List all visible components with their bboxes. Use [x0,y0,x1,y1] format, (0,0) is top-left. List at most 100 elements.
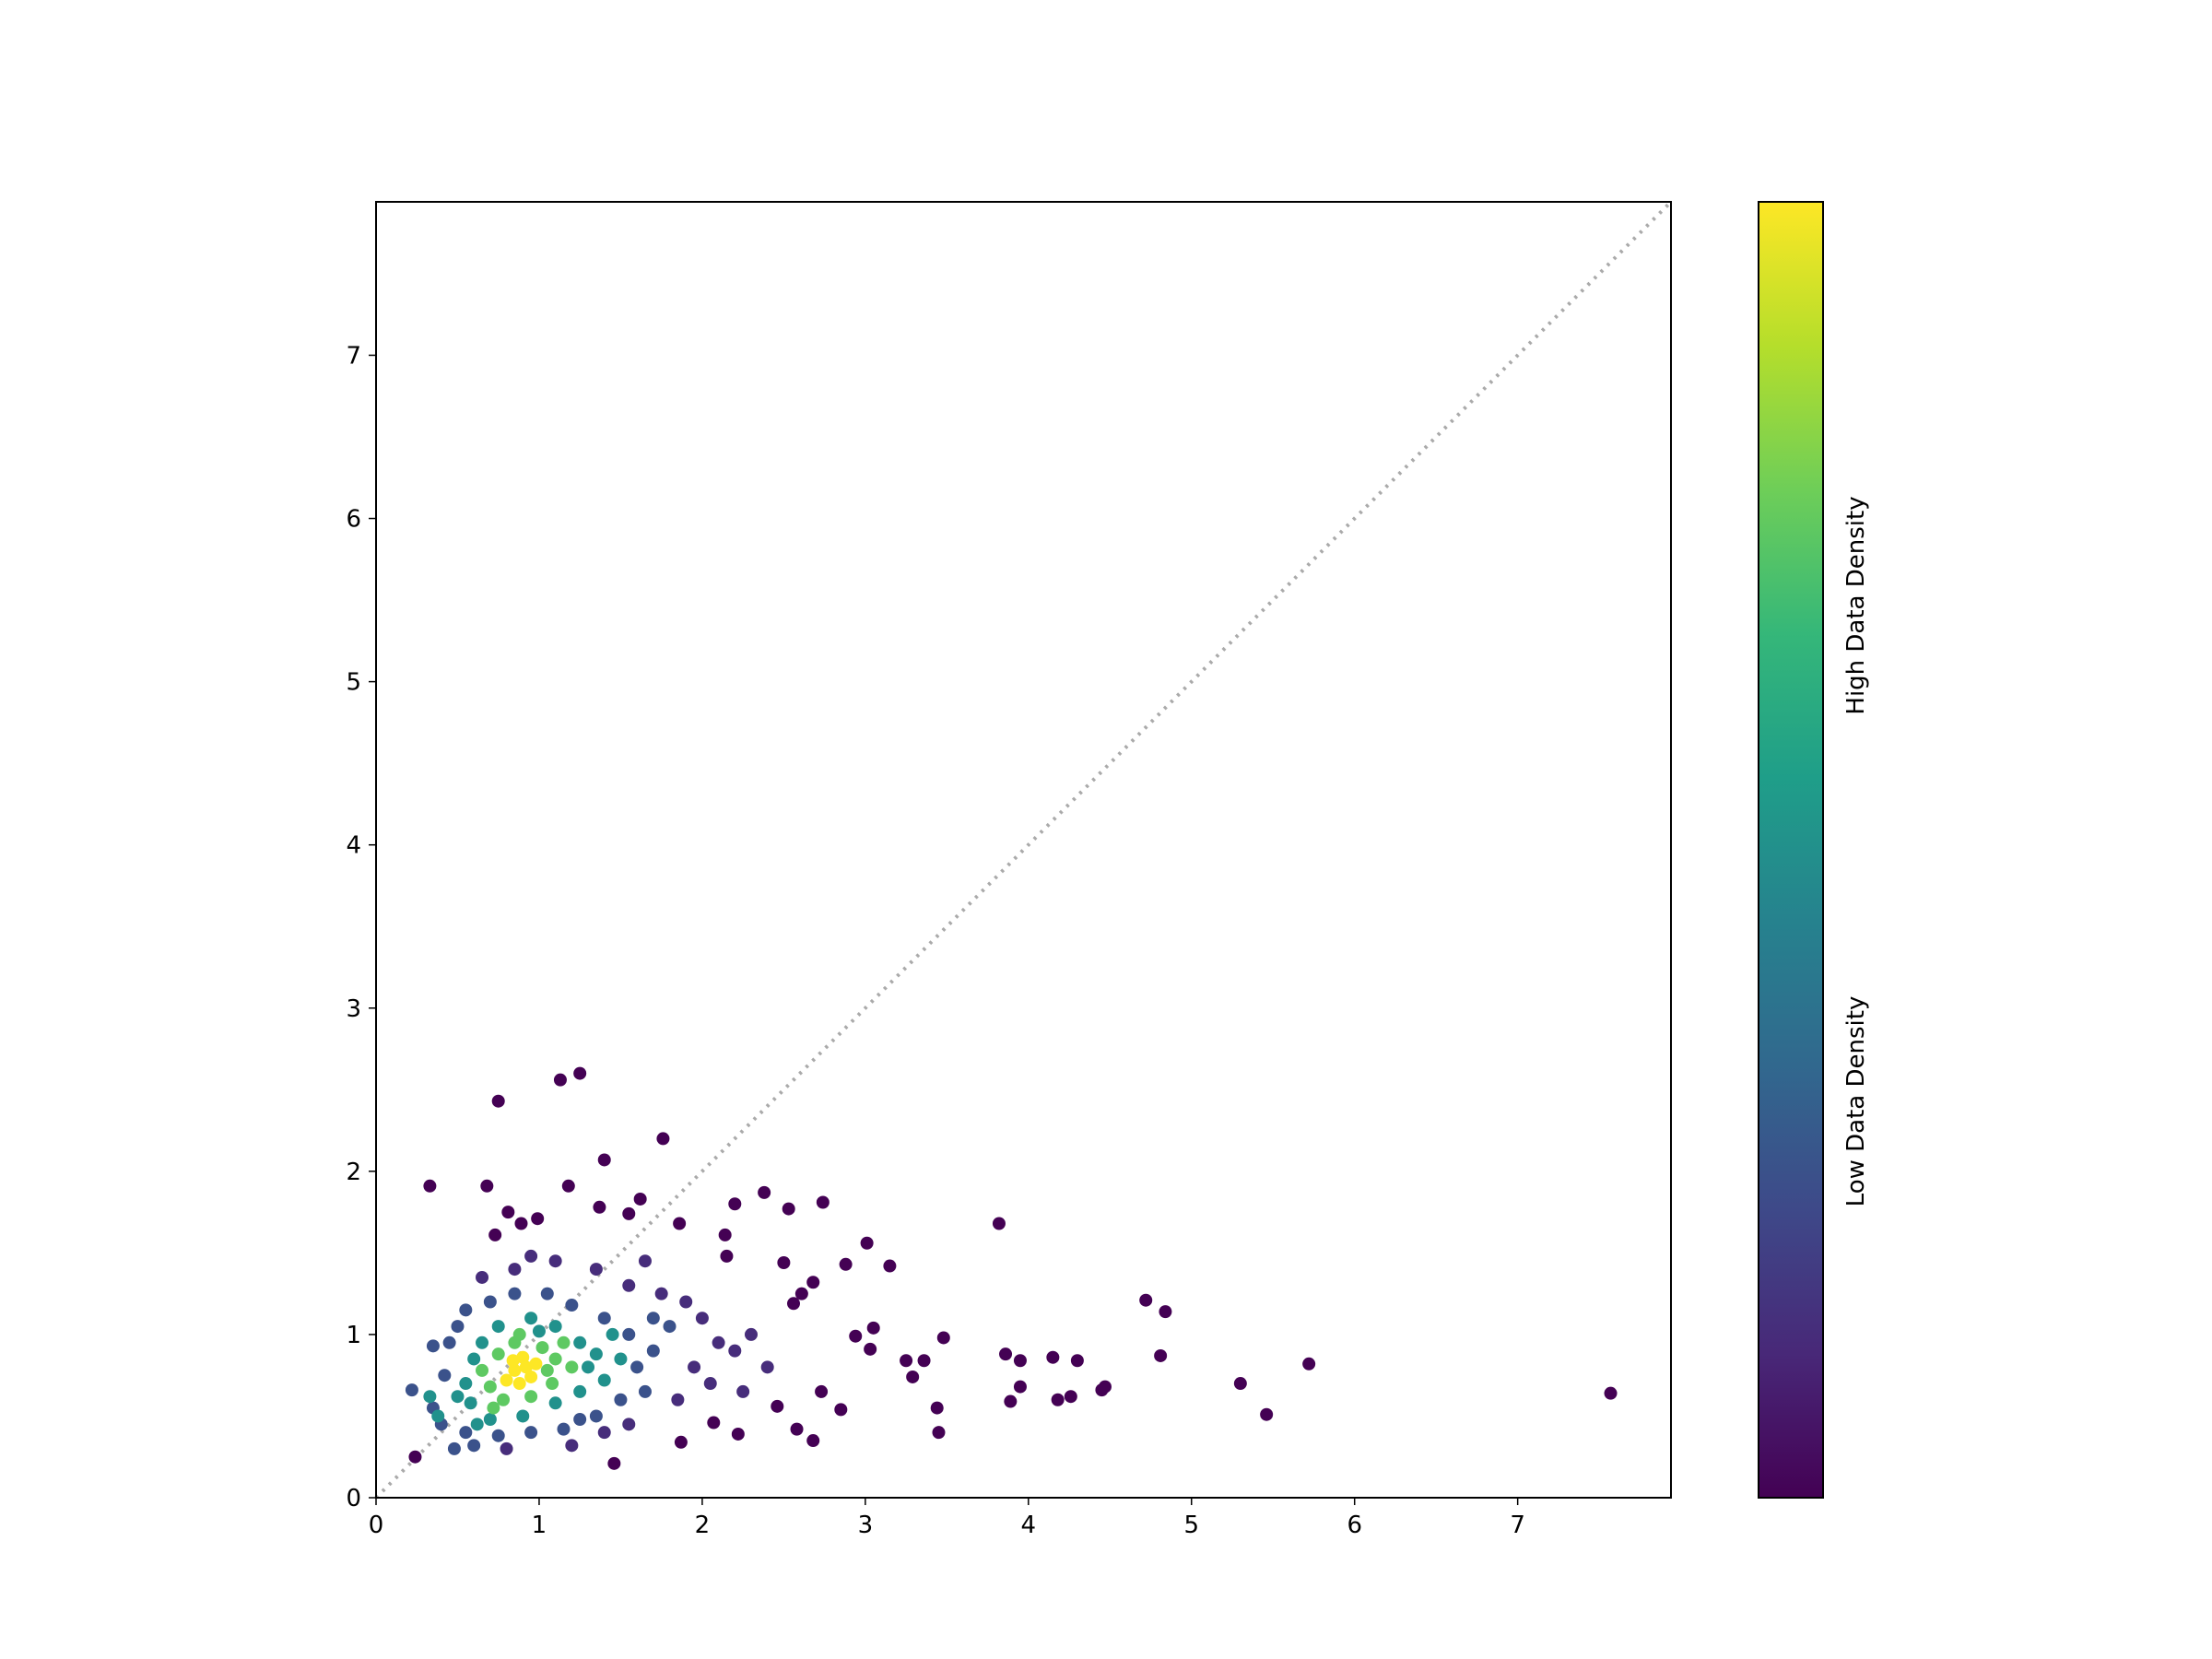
point [597,1153,611,1167]
point [646,1312,660,1325]
point [405,1383,418,1397]
point [565,1439,579,1453]
point [622,1418,636,1431]
identity-line [374,200,1673,1500]
point [703,1377,717,1391]
point [512,1377,526,1391]
point [622,1206,636,1220]
y-tick-label: 7 [346,342,361,370]
point [736,1384,750,1398]
plot-frame [375,201,1672,1499]
point [834,1403,848,1417]
point [679,1295,693,1309]
point [573,1335,587,1349]
point [451,1320,465,1334]
point [451,1390,465,1404]
point [531,1212,545,1226]
point [1046,1350,1060,1364]
point [491,1320,505,1334]
point [673,1217,687,1230]
point [1159,1305,1172,1319]
point [483,1413,497,1427]
point [815,1384,829,1398]
point [728,1197,742,1211]
point [790,1422,804,1436]
colorbar-label: High Data Density [1842,496,1870,714]
point [839,1257,853,1271]
point [470,1418,484,1431]
point [459,1426,473,1440]
y-tick-label: 3 [346,995,361,1023]
point [1051,1393,1065,1406]
point [663,1320,677,1334]
point [524,1249,538,1263]
x-tick-label: 3 [858,1512,874,1539]
point [491,1094,505,1108]
point [508,1363,522,1377]
point [500,1441,513,1455]
point [548,1320,562,1334]
colorbar [1758,201,1824,1499]
point [524,1370,538,1383]
point [622,1278,636,1292]
point [900,1354,913,1368]
y-tick-label: 2 [346,1159,361,1186]
point [614,1393,628,1406]
point [864,1342,877,1356]
point [582,1360,595,1374]
colorbar-label: Low Data Density [1842,996,1870,1207]
point [524,1426,538,1440]
point [674,1435,688,1449]
point [597,1426,611,1440]
point [423,1390,437,1404]
point [548,1352,562,1366]
point [589,1347,603,1361]
point [1233,1377,1247,1391]
point [540,1287,554,1300]
point [786,1297,800,1311]
point [529,1357,543,1371]
point [540,1363,554,1377]
point [459,1303,473,1317]
point [476,1363,489,1377]
y-tick-label: 5 [346,669,361,697]
point [695,1312,709,1325]
point [497,1393,511,1406]
point [1070,1354,1084,1368]
point [782,1202,795,1216]
x-tick-label: 7 [1510,1512,1525,1539]
point [431,1409,445,1423]
point [806,1276,820,1289]
point [992,1217,1006,1230]
point [561,1179,575,1193]
point [516,1350,530,1364]
x-tick-label: 1 [532,1512,547,1539]
point [1302,1357,1316,1371]
point [731,1427,745,1441]
point [777,1256,791,1270]
point [500,1373,513,1387]
point [565,1299,579,1312]
point [573,1413,587,1427]
point [467,1352,481,1366]
point [794,1287,808,1300]
point [508,1287,522,1300]
point [630,1360,644,1374]
point [476,1270,489,1284]
point [1064,1390,1077,1404]
point [1604,1386,1618,1400]
point [442,1335,456,1349]
point [614,1352,628,1366]
y-tick-label: 4 [346,832,361,860]
point [1013,1380,1027,1394]
point [516,1409,530,1423]
point [480,1179,494,1193]
point [546,1377,559,1391]
point [408,1450,422,1464]
point [860,1236,874,1250]
point [707,1416,721,1430]
point [459,1377,473,1391]
point [535,1341,549,1355]
point [557,1422,571,1436]
point [589,1263,603,1277]
